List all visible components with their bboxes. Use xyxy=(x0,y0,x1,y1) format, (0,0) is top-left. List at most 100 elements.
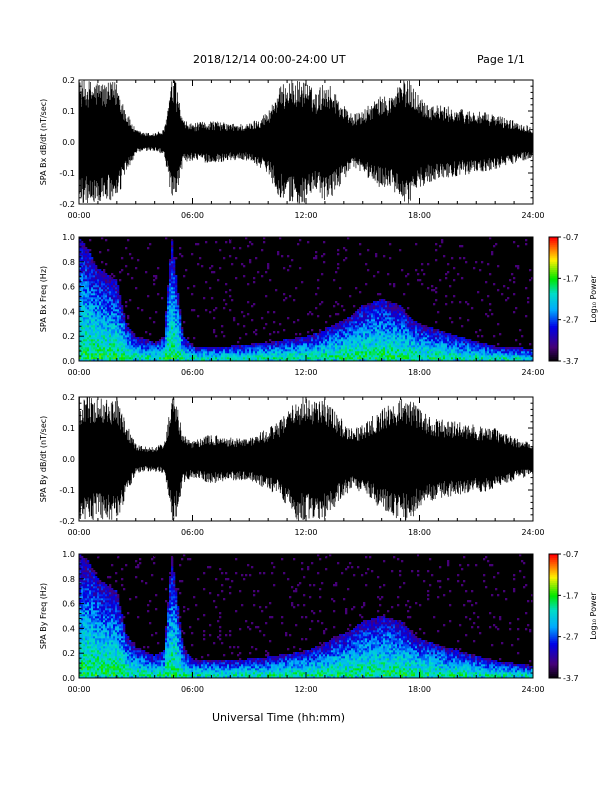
spectrogram-cell xyxy=(531,353,534,356)
spectrogram-cell xyxy=(295,341,298,344)
spectrogram-cell xyxy=(443,337,446,340)
x-tick-label: 18:00 xyxy=(408,211,431,220)
spectrogram-cell xyxy=(165,337,168,340)
spectrogram-cell xyxy=(255,349,258,352)
spectrogram-cell xyxy=(373,343,376,346)
spectrogram-cell xyxy=(401,351,404,354)
spectrogram-cell xyxy=(261,355,264,358)
spectrogram-cell xyxy=(507,287,510,290)
spectrogram-cell xyxy=(367,329,370,332)
spectrogram-cell xyxy=(463,345,466,348)
spectrogram-cell xyxy=(447,351,450,354)
spectrogram-cell xyxy=(391,319,394,322)
spectrogram-cell xyxy=(515,307,518,310)
spectrogram-cell xyxy=(385,333,388,336)
spectrogram-cell xyxy=(101,287,104,290)
spectrogram-cell xyxy=(259,345,262,348)
spectrogram-cell xyxy=(175,313,178,316)
spectrogram-cell xyxy=(257,351,260,354)
spectrogram-cell xyxy=(343,321,346,324)
spectrogram-cell xyxy=(343,327,346,330)
spectrogram-cell xyxy=(295,347,298,350)
spectrogram-cell xyxy=(361,315,364,318)
spectrogram-cell xyxy=(93,277,96,280)
spectrogram-cell xyxy=(89,273,92,276)
spectrogram-cell xyxy=(81,664,84,667)
spectrogram-cell xyxy=(91,339,94,342)
spectrogram-cell xyxy=(291,259,294,262)
spectrogram-cell xyxy=(99,331,102,334)
spectrogram-cell xyxy=(365,333,368,336)
spectrogram-cell xyxy=(79,644,82,647)
spectrogram-cell xyxy=(175,315,178,318)
spectrogram-cell xyxy=(233,349,236,352)
spectrogram-cell xyxy=(91,323,94,326)
spectrogram-cell xyxy=(89,261,92,264)
spectrogram-cell xyxy=(389,303,392,306)
spectrogram-cell xyxy=(245,333,248,336)
spectrogram-cell xyxy=(205,355,208,358)
spectrogram-cell xyxy=(79,267,82,270)
spectrogram-cell xyxy=(107,279,110,282)
spectrogram-cell xyxy=(341,331,344,334)
spectrogram-cell xyxy=(161,297,164,300)
spectrogram-cell xyxy=(115,327,118,330)
spectrogram-cell xyxy=(107,283,110,286)
spectrogram-cell xyxy=(97,319,100,322)
spectrogram-cell xyxy=(433,333,436,336)
spectrogram-cell xyxy=(427,347,430,350)
spectrogram-cell xyxy=(101,293,104,296)
spectrogram-cell xyxy=(321,347,324,350)
spectrogram-cell xyxy=(253,351,256,354)
spectrogram-cell xyxy=(91,307,94,310)
spectrogram-cell xyxy=(395,307,398,310)
spectrogram-cell xyxy=(367,347,370,350)
spectrogram-cell xyxy=(253,347,256,350)
spectrogram-cell xyxy=(241,351,244,354)
spectrogram-cell xyxy=(285,355,288,358)
spectrogram-cell xyxy=(357,339,360,342)
spectrogram-cell xyxy=(283,343,286,346)
spectrogram-cell xyxy=(387,311,390,314)
spectrogram-cell xyxy=(107,289,110,292)
spectrogram-cell xyxy=(93,295,96,298)
spectrogram-cell xyxy=(91,285,94,288)
spectrogram-cell xyxy=(397,327,400,330)
spectrogram-cell xyxy=(407,355,410,358)
spectrogram-cell xyxy=(363,345,366,348)
spectrogram-cell xyxy=(289,345,292,348)
spectrogram-cell xyxy=(335,333,338,336)
spectrogram-cell xyxy=(447,347,450,350)
spectrogram-cell xyxy=(101,333,104,336)
spectrogram-cell xyxy=(343,335,346,338)
spectrogram-cell xyxy=(305,337,308,340)
spectrogram-cell xyxy=(407,351,410,354)
spectrogram-cell xyxy=(403,341,406,344)
spectrogram-cell xyxy=(455,349,458,352)
spectrogram-cell xyxy=(133,355,136,358)
x-tick-label: 12:00 xyxy=(294,528,317,537)
spectrogram-cell xyxy=(317,333,320,336)
spectrogram-cell xyxy=(93,299,96,302)
spectrogram-cell xyxy=(81,299,84,302)
spectrogram-cell xyxy=(465,351,468,354)
spectrogram-cell xyxy=(291,341,294,344)
spectrogram-cell xyxy=(381,335,384,338)
spectrogram-cell xyxy=(415,341,418,344)
spectrogram-cell xyxy=(109,359,112,362)
spectrogram-cell xyxy=(237,353,240,356)
spectrogram-cell xyxy=(379,345,382,348)
spectrogram-cell xyxy=(409,355,412,358)
spectrogram-cell xyxy=(147,341,150,344)
spectrogram-cell xyxy=(315,337,318,340)
spectrogram-cell xyxy=(95,303,98,306)
spectrogram-cell xyxy=(363,323,366,326)
spectrogram-cell xyxy=(341,305,344,308)
spectrogram-cell xyxy=(421,283,424,286)
spectrogram-cell xyxy=(355,319,358,322)
spectrogram-cell xyxy=(271,357,274,360)
spectrogram-cell xyxy=(399,317,402,320)
spectrogram-cell xyxy=(347,349,350,352)
spectrogram-cell xyxy=(339,359,342,362)
spectrogram-cell xyxy=(119,349,122,352)
